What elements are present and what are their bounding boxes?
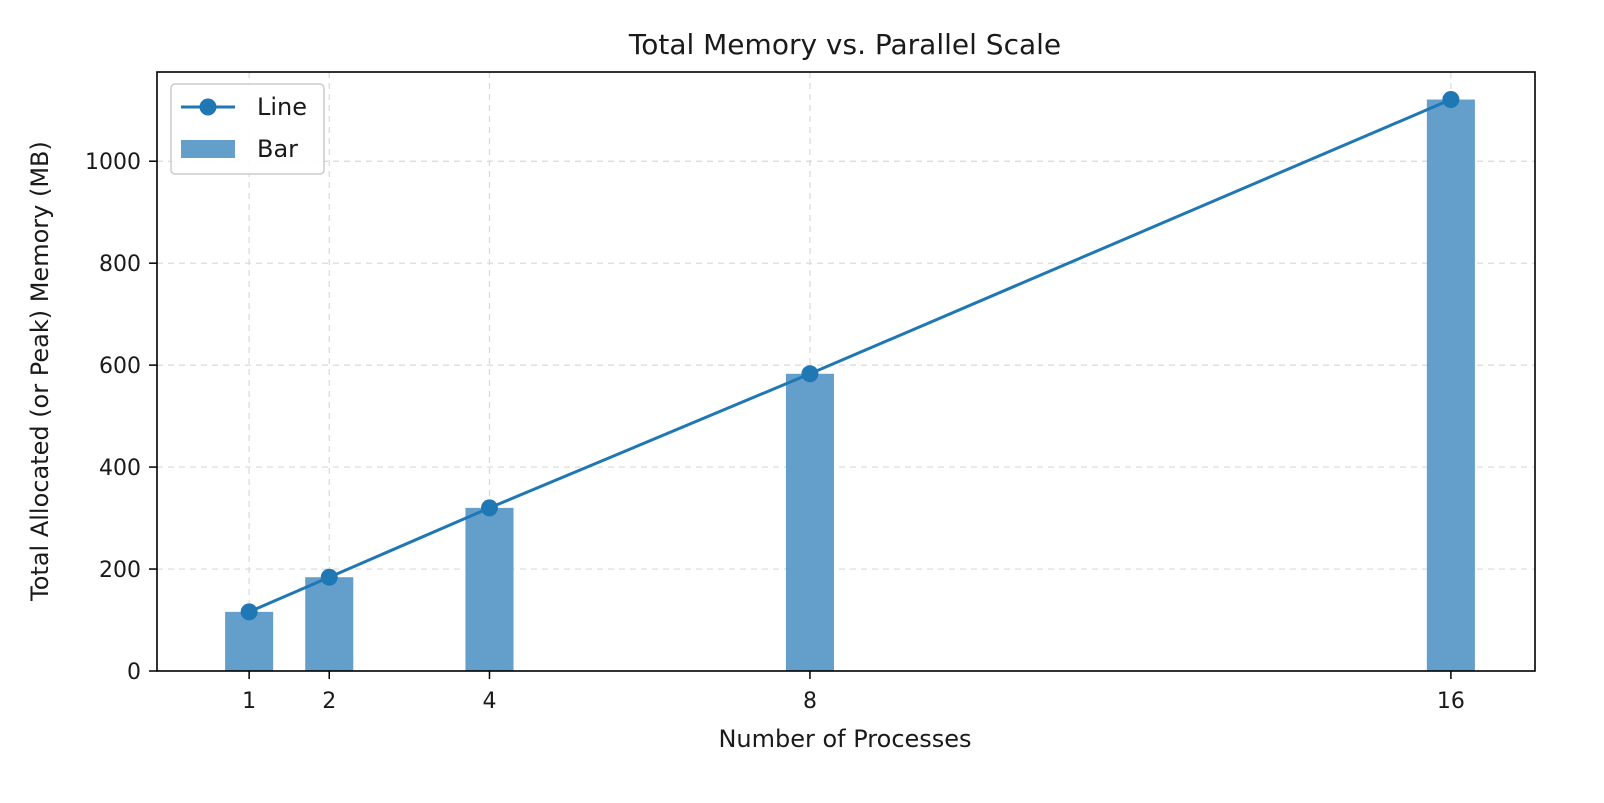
x-tick-label: 4 <box>482 689 496 714</box>
y-tick-label: 0 <box>127 660 141 685</box>
y-tick-label: 600 <box>99 354 141 379</box>
bar-8 <box>785 373 834 671</box>
y-tick-label: 200 <box>99 558 141 583</box>
y-tick-label: 1000 <box>85 150 141 175</box>
line-point-8 <box>801 365 819 383</box>
y-tick-label: 800 <box>99 252 141 277</box>
legend-label-line: Line <box>257 93 307 121</box>
x-axis-label: Number of Processes <box>718 725 971 753</box>
legend-bar-swatch <box>181 140 235 158</box>
y-axis-label: Total Allocated (or Peak) Memory (MB) <box>26 141 54 602</box>
line-layer <box>240 91 1460 621</box>
x-tick-label: 16 <box>1437 689 1465 714</box>
bar-layer <box>225 99 1475 672</box>
bar-16 <box>1426 99 1475 672</box>
x-tick-label: 8 <box>803 689 817 714</box>
legend-label-bar: Bar <box>257 135 298 163</box>
line-point-16 <box>1442 91 1460 109</box>
y-axis-ticks: 0 200 400 600 800 1000 <box>85 150 157 685</box>
bar-4 <box>465 507 514 671</box>
legend-line-marker <box>199 98 217 116</box>
chart-title: Total Memory vs. Parallel Scale <box>628 28 1061 61</box>
bar-2 <box>305 577 354 671</box>
x-axis-ticks: 1 2 4 8 16 <box>242 671 1465 714</box>
line-point-4 <box>480 499 498 517</box>
y-tick-label: 400 <box>99 456 141 481</box>
x-tick-label: 2 <box>322 689 336 714</box>
x-tick-label: 1 <box>242 689 256 714</box>
bar-1 <box>225 611 274 671</box>
line-point-1 <box>240 603 258 621</box>
legend: Line Bar <box>170 83 325 175</box>
plot-frame <box>156 71 1536 672</box>
line-point-2 <box>320 568 338 586</box>
